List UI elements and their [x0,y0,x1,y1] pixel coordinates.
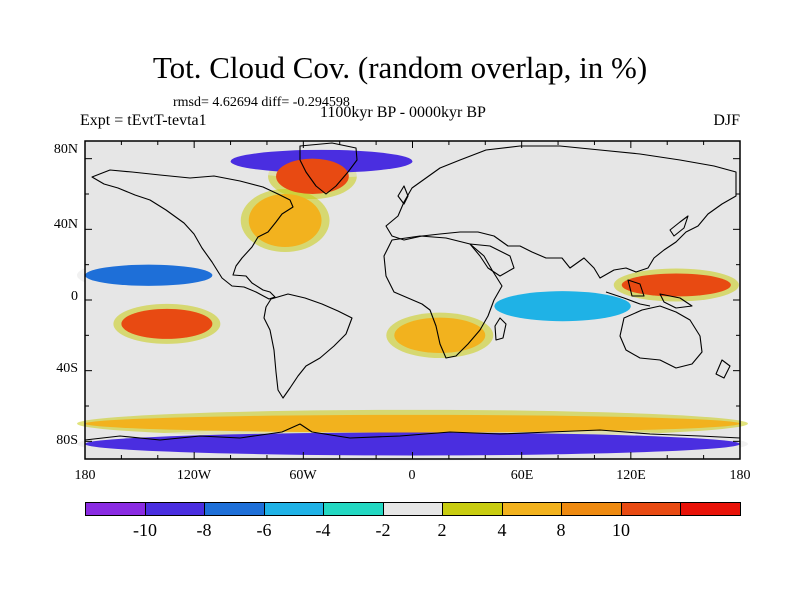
colorbar-swatch [263,502,325,516]
colorbar-swatch [85,502,146,516]
anomaly-patch [121,308,213,339]
colorbar-swatch [323,502,384,516]
colorbar-label: 2 [437,520,447,540]
experiment-label: Expt = tEvtT-tevta1 [80,112,207,129]
colorbar-swatch [442,502,503,516]
colorbar-label: 4 [497,520,507,540]
coast-new-zealand [715,359,731,379]
colorbar-swatch [144,502,206,516]
colorbar-swatch [501,502,563,516]
coast-indonesia [605,279,693,309]
lon-label: 180 [74,468,96,483]
plot-title: Tot. Cloud Cov. (random overlap, in %) [152,50,648,85]
colorbar-swatch [620,502,682,516]
colorbar-swatch [204,502,265,516]
colorbar-label: 10 [612,520,630,540]
anomaly-patch [85,414,740,433]
lat-label: 0 [71,289,78,304]
coast-madagascar [494,317,507,341]
lon-label: 180 [729,468,751,483]
colorbar-label: -8 [196,520,212,540]
anomaly-patch [85,264,213,286]
anomaly-layer [77,144,748,461]
coast-arabia [469,243,515,277]
coast-north-america [91,169,294,300]
lat-label: 80S [56,433,78,448]
lon-label: 60W [289,468,317,483]
period-label: 1100kyr BP - 0000kyr BP [320,104,486,121]
coast-australia [619,305,703,369]
lat-label: 80N [53,142,78,157]
lon-label: 60E [510,468,534,483]
colorbar-label: -10 [133,520,157,540]
coast-greenland [299,142,358,195]
axis-ticks [84,141,741,459]
coastlines [84,142,741,441]
lon-label: 0 [408,468,416,483]
colorbar-label: -6 [256,520,272,540]
coast-uk [397,185,409,205]
colorbar-label: -2 [375,520,391,540]
colorbar-swatch [561,502,622,516]
coast-antarctica [84,423,741,441]
colorbar-label: -4 [315,520,331,540]
anomaly-patch [394,317,486,354]
anomaly-patch [621,273,731,297]
anomaly-patch [85,432,740,456]
lon-label: 120W [176,468,212,483]
stats-label: rmsd= 4.62694 diff= -0.294598 [173,95,350,110]
colorbar-label: 8 [556,520,566,540]
lat-label: 40S [56,361,78,376]
coast-japan [669,215,689,237]
coast-africa [383,235,503,359]
lat-label: 40N [53,217,78,232]
colorbar-swatch [680,502,742,516]
anomaly-patch [276,158,349,194]
anomaly-patch [248,194,322,247]
coast-eurasia [385,145,737,279]
anomaly-patch [494,291,631,322]
lon-label: 120E [616,468,646,483]
colorbar-swatch [382,502,444,516]
coast-south-america [263,293,353,399]
colorbar [85,502,742,516]
season-label: DJF [713,112,740,129]
